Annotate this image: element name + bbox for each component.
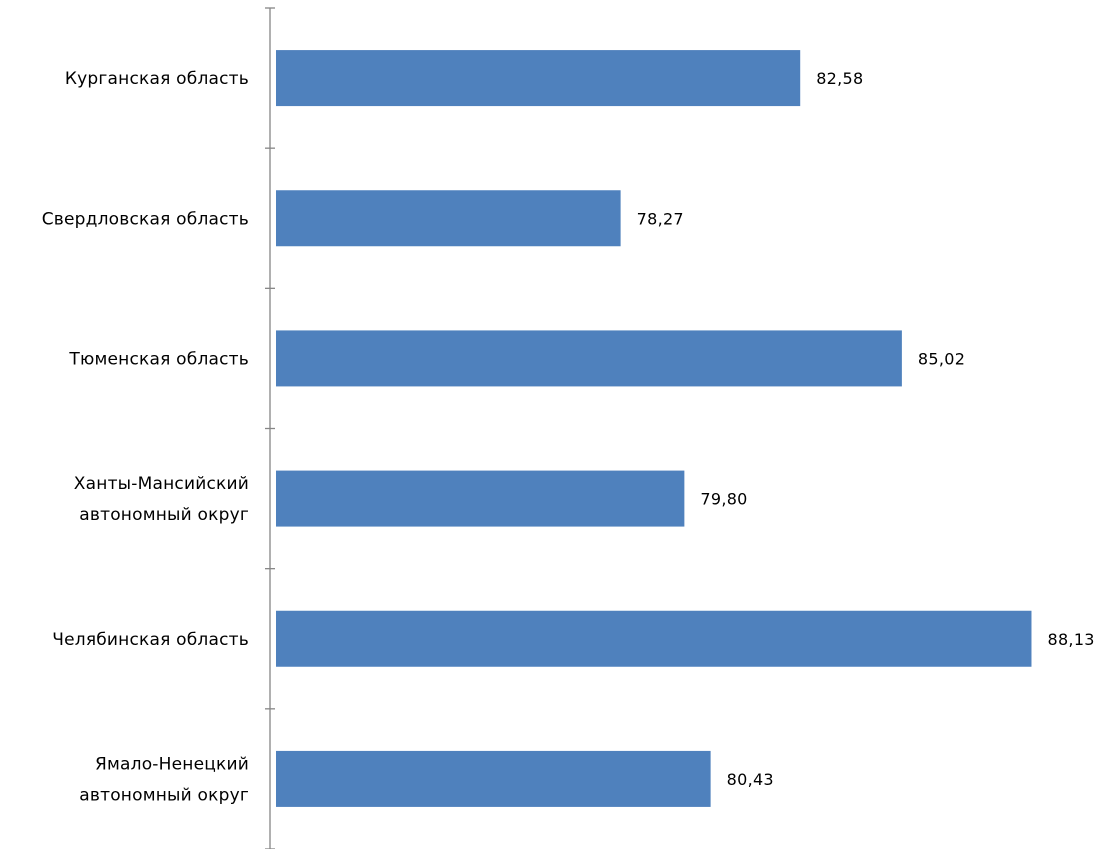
category-label-5-line-0: Ямало-Ненецкий	[95, 754, 249, 774]
category-label-5-line-1: автономный округ	[79, 785, 249, 805]
bar-2	[276, 330, 902, 387]
bars-layer	[276, 50, 1032, 807]
bar-4	[276, 610, 1032, 667]
category-label-3-line-1: автономный округ	[79, 505, 249, 525]
bar-1	[276, 190, 621, 247]
data-label-5: 80,43	[727, 770, 774, 789]
labels-layer: 82,58 Курганская область 78,27 Свердловская…	[42, 69, 1095, 805]
data-label-4: 88,13	[1047, 630, 1094, 649]
bar-5	[276, 750, 711, 807]
data-label-0: 82,58	[816, 69, 863, 88]
category-label-4: Челябинская область	[52, 630, 249, 650]
data-label-3: 79,80	[700, 490, 747, 509]
bar-0	[276, 50, 801, 107]
category-label-1: Свердловская область	[42, 209, 249, 229]
data-label-1: 78,27	[637, 209, 684, 228]
category-label-3-line-0: Ханты-Мансийский	[74, 474, 249, 494]
bar-3	[276, 470, 685, 527]
category-axis	[265, 7, 275, 849]
data-label-2: 85,02	[918, 349, 965, 368]
category-label-0: Курганская область	[65, 69, 249, 89]
category-label-2: Тюменская область	[68, 349, 249, 369]
